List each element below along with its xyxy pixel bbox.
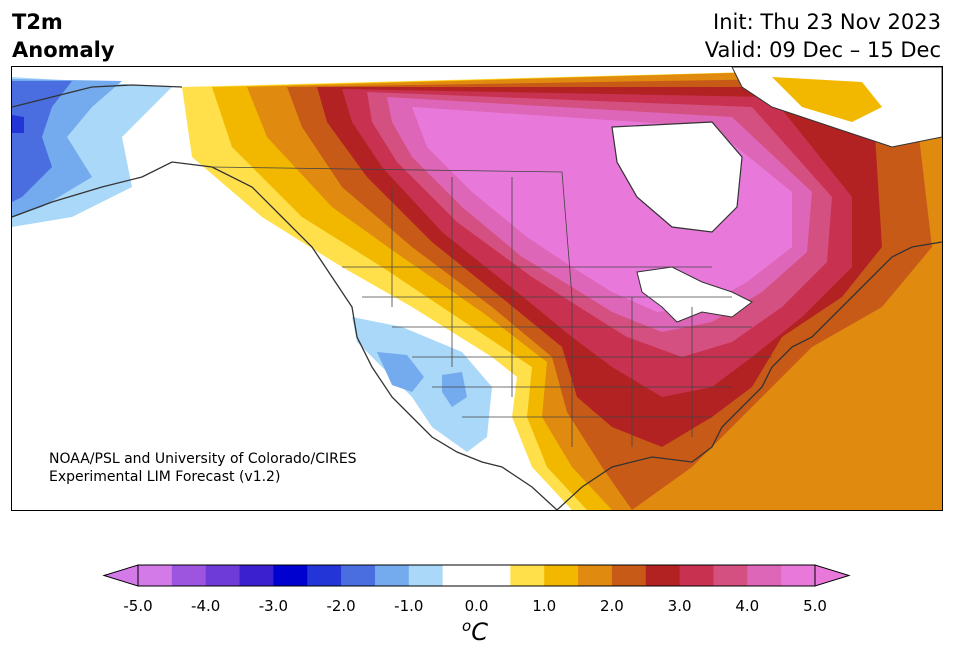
colorbar-segment xyxy=(374,565,410,586)
title-line1: T2m xyxy=(12,10,63,34)
colorbar xyxy=(102,564,851,587)
colorbar-segment xyxy=(138,565,173,586)
credit-line1: NOAA/PSL and University of Colorado/CIRE… xyxy=(49,451,357,467)
colorbar-segment xyxy=(544,565,579,586)
date-info: Init: Thu 23 Nov 2023 Valid: 09 Dec – 15… xyxy=(705,8,941,64)
colorbar-tick-label: 4.0 xyxy=(735,597,760,615)
title-line2: Anomaly xyxy=(12,38,115,62)
unit-label: oC xyxy=(462,617,488,646)
colorbar-segment xyxy=(679,565,714,586)
colorbar-tick-label: -5.0 xyxy=(123,597,153,615)
colorbar-segment xyxy=(171,565,207,586)
colorbar-segment xyxy=(273,565,308,586)
colorbar-over-extension xyxy=(814,564,851,587)
cold-region-alaska-core xyxy=(12,115,24,133)
valid-date: Valid: 09 Dec – 15 Dec xyxy=(704,38,941,62)
colorbar-segment xyxy=(747,565,782,586)
colorbar-segment xyxy=(510,565,545,586)
map-title: T2m Anomaly xyxy=(12,8,115,64)
init-date: Init: Thu 23 Nov 2023 xyxy=(713,10,941,34)
great-lakes xyxy=(636,266,753,323)
colorbar-segment xyxy=(713,565,748,586)
colorbar-tick-label: 2.0 xyxy=(599,597,624,615)
credit-line2: Experimental LIM Forecast (v1.2) xyxy=(49,469,281,485)
colorbar-tick-label: 1.0 xyxy=(532,597,557,615)
colorbar-border xyxy=(137,564,816,587)
colorbar-segment xyxy=(341,565,376,586)
credit-text: NOAA/PSL and University of Colorado/CIRE… xyxy=(49,450,357,486)
unit-superscript: o xyxy=(462,617,472,635)
colorbar-segment xyxy=(476,565,511,586)
colorbar-segment xyxy=(307,565,342,586)
cold-region-southwest-outer xyxy=(352,317,492,452)
cold-region-southwest-inner xyxy=(377,352,424,392)
arctic-warm-strip xyxy=(772,77,882,122)
colorbar-tick-label: -2.0 xyxy=(326,597,356,615)
colorbar-segment xyxy=(578,565,613,586)
anomaly-map: NOAA/PSL and University of Colorado/CIRE… xyxy=(11,66,943,511)
coastlines xyxy=(12,84,942,510)
map-svg xyxy=(12,67,942,510)
colorbar-tick-label: -4.0 xyxy=(191,597,221,615)
cold-region-alaska-deep xyxy=(12,81,72,202)
political-borders xyxy=(211,166,772,447)
colorbar-tick-label: -3.0 xyxy=(258,597,289,615)
colorbar-tick-label: 5.0 xyxy=(803,597,827,615)
colorbar-tick-label: 0.0 xyxy=(464,597,489,615)
colorbar-segment xyxy=(645,565,681,586)
colorbar-segment xyxy=(611,565,647,586)
hudson-bay xyxy=(611,121,743,233)
colorbar-segment xyxy=(408,565,444,586)
colorbar-segment xyxy=(205,565,241,586)
colorbar-tick-label: 3.0 xyxy=(667,597,692,615)
colorbar-tick-label: -1.0 xyxy=(394,597,424,615)
cold-region-arizona-inner xyxy=(442,372,467,407)
colorbar-segment xyxy=(239,565,274,586)
unit-base: C xyxy=(471,618,488,646)
colorbar-under-extension xyxy=(102,564,139,587)
colorbar-segment xyxy=(781,565,816,586)
colorbar-segment xyxy=(442,565,477,586)
